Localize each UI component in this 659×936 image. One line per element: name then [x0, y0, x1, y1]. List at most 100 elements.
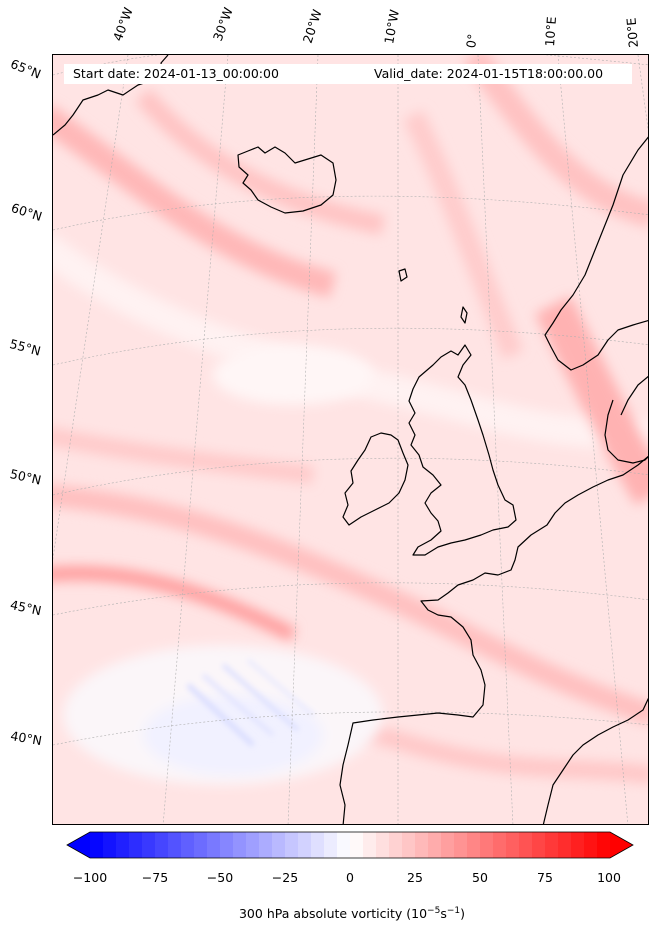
colorbar-extend-high — [610, 832, 633, 858]
colorbar-segment — [545, 832, 559, 858]
parallel-line — [53, 711, 648, 746]
colorbar-extend-low — [67, 832, 90, 858]
coastline-mediterranean — [542, 697, 648, 824]
colorbar-segment — [428, 832, 442, 858]
colorbar-segment — [337, 832, 351, 858]
colorbar-segment — [376, 832, 390, 858]
vorticity-band — [53, 484, 648, 725]
colorbar-segment — [103, 832, 117, 858]
colorbar-segment — [90, 832, 104, 858]
colorbar-segment — [155, 832, 169, 858]
colorbar-segment — [168, 832, 182, 858]
colorbar-segment — [116, 832, 130, 858]
negative-streak — [221, 663, 300, 732]
colorbar-segment — [129, 832, 143, 858]
colorbar-segment — [584, 832, 598, 858]
colorbar-label-text: 300 hPa absolute vorticity (10 — [238, 906, 428, 922]
vorticity-band — [462, 55, 648, 228]
low-vorticity-area — [213, 345, 373, 405]
colorbar-tick: 100 — [597, 870, 621, 885]
colorbar-label-exp2: −1 — [446, 906, 461, 916]
colorbar-segment — [597, 832, 611, 858]
lat-label-45n: 45°N — [8, 597, 43, 619]
map-panel — [52, 54, 649, 825]
vorticity-band — [53, 566, 297, 642]
coastline-iceland — [237, 146, 337, 214]
colorbar-label: 300 hPa absolute vorticity (10−5s−1) — [0, 906, 659, 921]
coastline-ireland — [342, 432, 409, 526]
colorbar-label-end: ) — [460, 906, 465, 922]
parallel-line — [53, 327, 648, 366]
lat-label-65n: 65°N — [8, 56, 44, 82]
parallel-line — [53, 195, 648, 231]
colorbar-segment — [324, 832, 338, 858]
colorbar-segment — [194, 832, 208, 858]
colorbar-segments — [67, 832, 633, 858]
lon-label-20w: 20°W — [299, 7, 325, 45]
gridlines — [53, 55, 648, 824]
vorticity-map — [53, 55, 648, 824]
colorbar-segment — [246, 832, 260, 858]
parallel-line — [53, 582, 648, 616]
colorbar-segment — [415, 832, 429, 858]
coastline-europe — [339, 455, 648, 824]
low-vorticity-area — [143, 695, 323, 775]
negative-streak — [201, 673, 275, 737]
colorbar-segment — [272, 832, 286, 858]
coastline-sweden — [620, 375, 648, 416]
coastline-faroe — [398, 268, 408, 282]
coastline-denmark — [604, 399, 648, 464]
colorbar-label-mid: s — [440, 906, 447, 922]
vorticity-bands — [53, 55, 648, 784]
colorbar-segment — [350, 832, 364, 858]
parallel-line — [53, 457, 648, 496]
colorbar-segment — [233, 832, 247, 858]
colorbar-segment — [441, 832, 455, 858]
negative-streak — [247, 658, 314, 717]
colorbar-tick: 25 — [407, 870, 423, 885]
lon-label-30w: 30°W — [209, 5, 236, 44]
colorbar-segment — [402, 832, 416, 858]
colorbar-tick: 50 — [472, 870, 488, 885]
colorbar-segment — [181, 832, 195, 858]
colorbar-tick: −100 — [72, 870, 108, 885]
lon-label-10e: 10°E — [542, 15, 560, 47]
lat-label-50n: 50°N — [8, 466, 43, 488]
vorticity-band — [535, 296, 648, 506]
lon-label-0: 0° — [463, 32, 480, 49]
colorbar-segment — [571, 832, 585, 858]
colorbar-segment — [259, 832, 273, 858]
colorbar-segment — [558, 832, 572, 858]
colorbar-tick: 0 — [346, 870, 354, 885]
colorbar-segment — [467, 832, 481, 858]
lat-label-40n: 40°N — [9, 728, 44, 749]
colorbar-tick: 75 — [537, 870, 553, 885]
colorbar-segment — [519, 832, 533, 858]
lat-label-55n: 55°N — [8, 336, 43, 359]
meridian-line — [477, 55, 514, 824]
meridian-line — [53, 55, 129, 560]
colorbar-segment — [532, 832, 546, 858]
colorbar-outline — [66, 831, 634, 859]
colorbar-tick: −25 — [271, 870, 299, 885]
coastline-norway — [544, 136, 648, 371]
vorticity-band — [403, 110, 524, 360]
lon-label-40w: 40°W — [109, 5, 136, 44]
colorbar-segment — [285, 832, 299, 858]
coastline-shetland — [460, 306, 468, 324]
coastlines — [53, 55, 648, 824]
colorbar-label-exp1: −5 — [427, 906, 441, 916]
colorbar-tick: −50 — [206, 870, 234, 885]
negative-streak — [186, 683, 255, 747]
meridian-line — [162, 55, 229, 824]
colorbar — [66, 831, 634, 859]
colorbar-segment — [480, 832, 494, 858]
lon-label-10w: 10°W — [381, 8, 402, 45]
lat-label-60n: 60°N — [9, 200, 44, 225]
meridian-line — [557, 55, 629, 824]
colorbar-segment — [506, 832, 520, 858]
colorbar-segment — [142, 832, 156, 858]
negative-vorticity-streaks — [186, 658, 314, 747]
coastline-great-britain — [408, 344, 517, 556]
vorticity-band — [53, 233, 648, 450]
